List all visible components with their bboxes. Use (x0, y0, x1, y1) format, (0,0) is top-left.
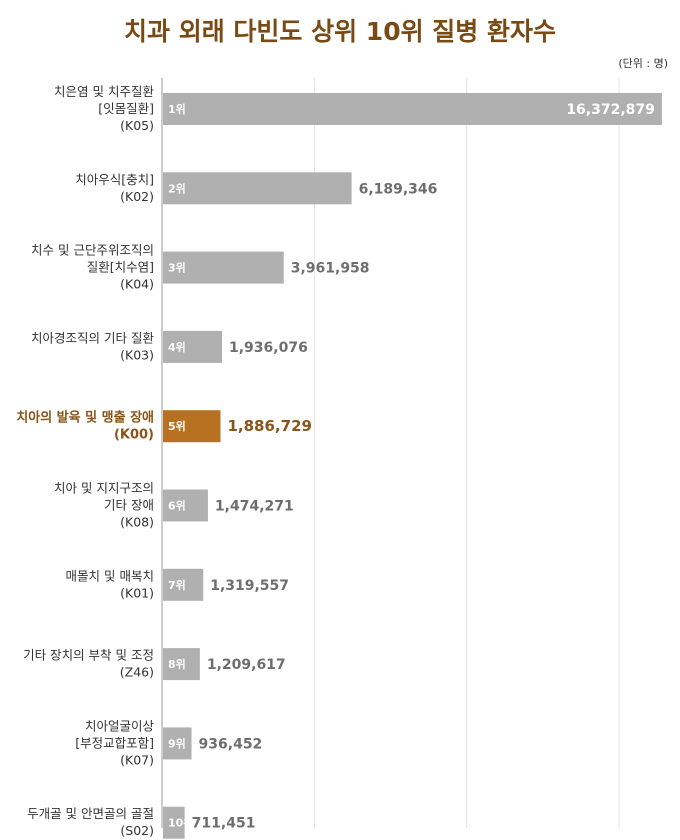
category-label-7: 매몰치 및 매복치 (K01) (66, 568, 154, 600)
value-label-6: 1,474,271 (215, 499, 294, 515)
rank-label-6: 6위 (168, 500, 186, 513)
bar-row-2: 2위 6,189,346 치아우식[충치] (K02) (75, 172, 437, 205)
bar-7 (163, 568, 204, 601)
bar-row-8: 8위 1,209,617 기타 장치의 부착 및 조정 (Z46) (23, 648, 286, 681)
value-label-8: 1,209,617 (207, 657, 286, 673)
value-label-1: 16,372,879 (566, 102, 655, 118)
bar-1 (163, 93, 662, 125)
bar-8 (163, 648, 200, 681)
value-label-2: 6,189,346 (359, 181, 438, 197)
category-label-9: 치아얼굴이상 [부정교합포함] (K07) (75, 718, 154, 767)
category-label-6: 치아 및 지지구조의 기타 장애 (K08) (54, 481, 154, 530)
bar-5 (163, 410, 221, 443)
rank-label-7: 7위 (168, 579, 186, 592)
category-label-8: 기타 장치의 부착 및 조정 (Z46) (23, 648, 154, 680)
bar-row-4: 4위 1,936,076 치아경조직의 기타 질환 (K03) (31, 330, 308, 363)
rank-label-9: 9위 (168, 737, 186, 750)
rank-label-4: 4위 (168, 341, 186, 354)
bar-row-3: 3위 3,961,958 치수 및 근단주위조직의 질환[치수염] (K04) (31, 243, 370, 292)
bar-row-6: 6위 1,474,271 치아 및 지지구조의 기타 장애 (K08) (54, 481, 294, 530)
bar-row-1: 1위 16,372,879 치은염 및 치주질환 [잇몸질환] (K05) (54, 84, 662, 133)
category-label-3: 치수 및 근단주위조직의 질환[치수염] (K04) (31, 243, 154, 292)
bar-6 (163, 489, 208, 522)
bar-row-9: 9위 936,452 치아얼굴이상 [부정교합포함] (K07) (75, 718, 262, 767)
category-label-10: 두개골 및 안면골의 골절 (S02) (27, 806, 154, 838)
bar-4 (163, 330, 222, 363)
category-label-1: 치은염 및 치주질환 [잇몸질환] (K05) (54, 84, 154, 133)
bar-2 (163, 172, 352, 205)
rank-label-3: 3위 (168, 262, 186, 275)
bar-row-5: 5위 1,886,729 치아의 발육 및 맹출 장애 (K00) (16, 410, 312, 443)
rank-label-1: 1위 (168, 103, 186, 116)
value-label-4: 1,936,076 (229, 340, 308, 356)
bar-3 (163, 251, 284, 284)
rank-label-5: 5위 (168, 420, 186, 433)
bar-9 (163, 727, 192, 760)
rank-label-8: 8위 (168, 658, 186, 671)
bar-10 (163, 806, 185, 839)
value-label-5: 1,886,729 (227, 417, 311, 435)
bar-row-7: 7위 1,319,557 매몰치 및 매복치 (K01) (66, 568, 289, 601)
unit-label: (단위 : 명) (618, 57, 668, 70)
rank-label-2: 2위 (168, 182, 186, 195)
value-label-7: 1,319,557 (210, 578, 289, 594)
category-label-4: 치아경조직의 기타 질환 (K03) (31, 330, 154, 362)
chart-title: 치과 외래 다빈도 상위 10위 질병 환자수 (123, 17, 556, 46)
category-label-2: 치아우식[충치] (K02) (75, 172, 154, 204)
rank-label-10: 10위 (168, 817, 193, 830)
value-label-10: 711,451 (192, 816, 256, 832)
value-label-3: 3,961,958 (291, 261, 370, 277)
value-label-9: 936,452 (199, 736, 263, 752)
category-label-5: 치아의 발육 및 맹출 장애 (K00) (16, 410, 154, 443)
